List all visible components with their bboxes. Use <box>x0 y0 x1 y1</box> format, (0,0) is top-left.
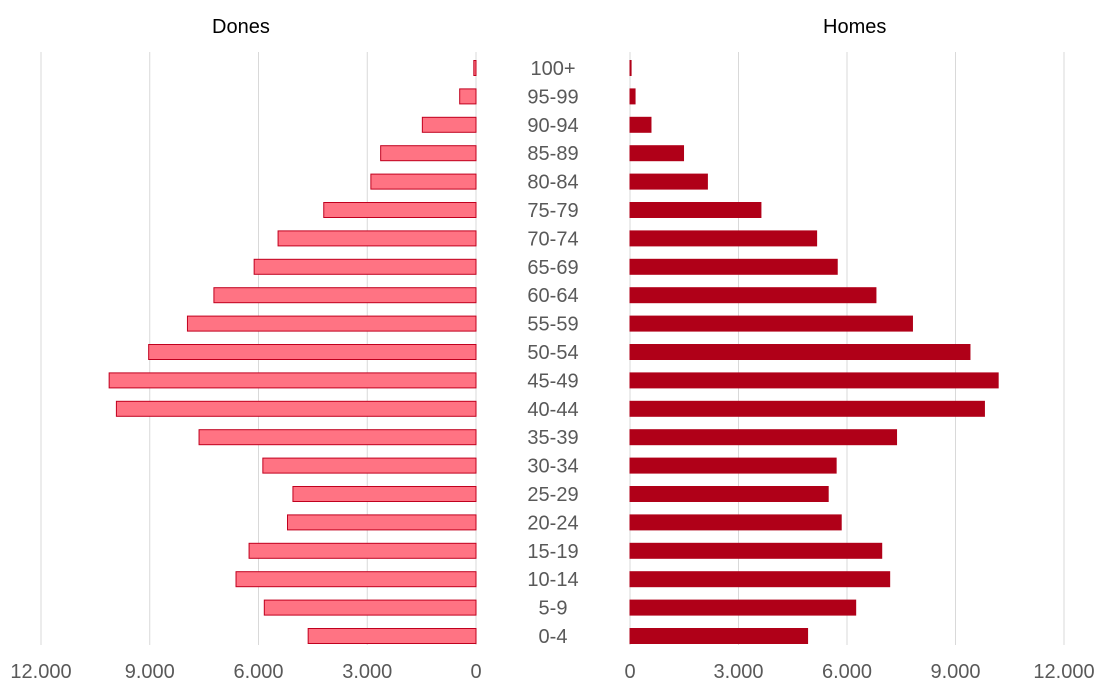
x-tick-label-left: 6.000 <box>233 661 283 683</box>
bar-homes <box>629 542 883 559</box>
x-tick-label-left: 3.000 <box>342 661 392 683</box>
bar-dones <box>292 486 477 502</box>
category-label: 5-9 <box>539 598 568 620</box>
category-label: 10-14 <box>527 569 578 591</box>
category-label: 50-54 <box>527 342 578 364</box>
bar-dones <box>323 202 477 218</box>
bar-homes <box>629 486 829 502</box>
bar-dones <box>421 116 477 133</box>
category-label: 75-79 <box>527 200 578 222</box>
bar-homes <box>629 287 877 304</box>
bar-dones <box>459 88 477 105</box>
category-label: 55-59 <box>527 314 578 336</box>
bar-dones <box>248 542 477 559</box>
category-label: 20-24 <box>527 512 578 534</box>
x-tick-label-right: 6.000 <box>822 661 872 683</box>
bar-homes <box>629 457 837 474</box>
bar-homes <box>629 230 818 247</box>
bar-homes <box>629 400 985 417</box>
bar-dones <box>370 173 477 190</box>
bar-dones <box>253 258 477 275</box>
x-tick-label-right: 9.000 <box>930 661 980 683</box>
x-tick-label-left: 12.000 <box>10 661 71 683</box>
category-label: 65-69 <box>527 257 578 279</box>
bar-homes <box>629 88 636 105</box>
bar-dones <box>235 571 477 588</box>
category-label: 100+ <box>530 58 575 80</box>
bar-dones <box>108 372 477 389</box>
bar-homes <box>629 514 842 531</box>
bar-dones <box>115 400 477 417</box>
bar-homes <box>629 60 632 76</box>
category-label: 95-99 <box>527 86 578 108</box>
category-label: 15-19 <box>527 541 578 563</box>
bars <box>108 60 999 644</box>
category-label: 60-64 <box>527 285 578 307</box>
category-label: 80-84 <box>527 172 578 194</box>
x-tick-label-right: 0 <box>624 661 635 683</box>
left-panel-title: Dones <box>212 16 270 38</box>
bar-homes <box>629 372 999 389</box>
category-label: 30-34 <box>527 456 578 478</box>
bar-homes <box>629 258 838 275</box>
bar-dones <box>277 230 477 247</box>
bar-homes <box>629 145 685 162</box>
bar-homes <box>629 599 857 616</box>
bar-dones <box>473 60 477 76</box>
bar-homes <box>629 344 971 360</box>
bar-dones <box>263 599 477 616</box>
category-label: 25-29 <box>527 484 578 506</box>
category-label: 45-49 <box>527 370 578 392</box>
bar-dones <box>148 344 477 360</box>
bar-dones <box>198 429 477 446</box>
category-label: 70-74 <box>527 228 578 250</box>
category-label: 85-89 <box>527 143 578 165</box>
category-label: 0-4 <box>539 626 568 648</box>
category-label: 40-44 <box>527 399 578 421</box>
category-label: 35-39 <box>527 427 578 449</box>
bar-dones <box>213 287 477 304</box>
bar-homes <box>629 571 891 588</box>
bar-homes <box>629 116 652 133</box>
category-label: 90-94 <box>527 115 578 137</box>
x-tick-label-left: 0 <box>470 661 481 683</box>
bar-homes <box>629 202 762 218</box>
bar-dones <box>262 457 477 474</box>
bar-homes <box>629 429 898 446</box>
tick-labels: 12.000 9.000 6.000 3.000 0 0 3.000 6.000 9.000 12… <box>10 661 1094 683</box>
x-tick-label-left: 9.000 <box>125 661 175 683</box>
bar-homes <box>629 315 913 332</box>
x-tick-label-right: 3.000 <box>713 661 763 683</box>
bar-homes <box>629 173 708 190</box>
x-tick-label-right: 12.000 <box>1033 661 1094 683</box>
bar-homes <box>629 628 809 644</box>
bar-dones <box>307 628 477 644</box>
category-labels: 100+ 95-99 90-94 85-89 80-84 75-79 70-74 65-69 6… <box>527 58 578 648</box>
bar-dones <box>380 145 477 162</box>
right-panel-title: Homes <box>823 16 887 38</box>
bar-dones <box>287 514 477 531</box>
bar-dones <box>186 315 477 332</box>
